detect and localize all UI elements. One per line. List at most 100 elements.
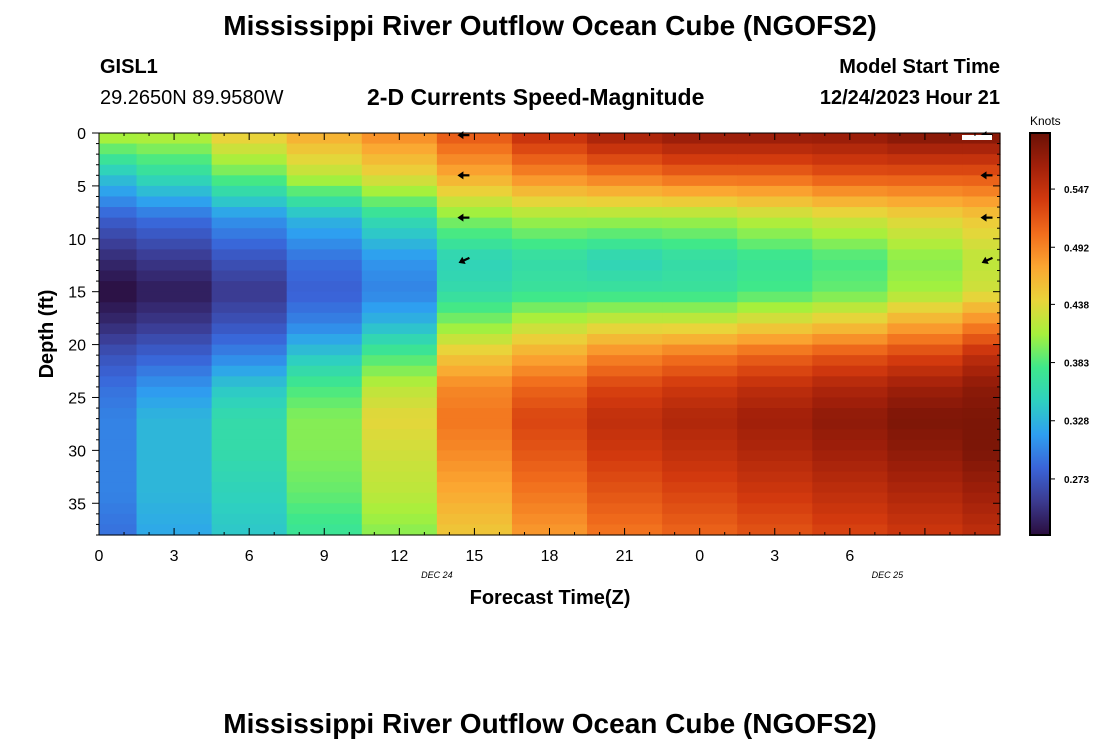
heatmap-cell <box>662 365 738 377</box>
heatmap-cell <box>286 334 363 346</box>
heatmap-cell <box>662 513 738 526</box>
heatmap-cell <box>812 291 888 303</box>
heatmap-cell <box>136 175 213 187</box>
heatmap-cell <box>662 397 738 409</box>
heatmap-cell <box>99 344 138 356</box>
heatmap-cell <box>662 249 738 261</box>
heatmap-cell <box>587 185 663 198</box>
heatmap-cell <box>286 259 363 272</box>
model-start-value: 12/24/2023 Hour 21 <box>819 87 1000 109</box>
heatmap-cell <box>587 418 663 430</box>
current-arrow-head <box>981 256 989 264</box>
heatmap-cell <box>136 460 213 473</box>
heatmap-cell <box>662 207 738 219</box>
heatmap-cell <box>361 259 438 272</box>
heatmap-cell <box>211 450 288 462</box>
heatmap-cell <box>737 482 813 494</box>
heatmap-cell <box>436 492 513 504</box>
heatmap-cell <box>361 217 438 229</box>
heatmap-cell <box>737 217 813 229</box>
heatmap-cell <box>99 259 138 272</box>
heatmap-cell <box>662 450 738 462</box>
colorbar-tick-label: 0.273 <box>1064 475 1089 486</box>
heatmap-cell <box>662 344 738 356</box>
heatmap-cell <box>361 249 438 261</box>
heatmap-cell <box>99 418 138 430</box>
heatmap-cell <box>737 175 813 187</box>
heatmap-cell <box>286 249 363 261</box>
heatmap-cell <box>887 482 964 494</box>
heatmap-cell <box>737 376 813 388</box>
heatmap-cell <box>99 154 138 166</box>
heatmap-cell <box>211 228 288 240</box>
heatmap-cell <box>962 439 1001 451</box>
heatmap-cell <box>662 460 738 473</box>
heatmap-cell <box>812 429 888 441</box>
heatmap-cell <box>511 228 588 240</box>
colorbar-tick-label: 0.328 <box>1064 417 1089 428</box>
heatmap-cell <box>286 439 363 451</box>
heatmap-cell <box>211 397 288 409</box>
heatmap-cell <box>211 207 288 219</box>
heatmap-cell <box>136 270 213 282</box>
heatmap-cell <box>812 376 888 388</box>
heatmap-cell <box>361 513 438 526</box>
heatmap-cell <box>812 270 888 282</box>
heatmap-cell <box>361 207 438 219</box>
heatmap-cell <box>286 302 363 314</box>
heatmap-cell <box>511 365 588 377</box>
y-tick-labels: 0 5 10 15 20 25 30 35 <box>68 126 86 513</box>
heatmap-cell <box>286 429 363 441</box>
heatmap-cell <box>436 386 513 399</box>
heatmap-cell <box>286 471 363 483</box>
x-tick-labels: 0 3 6 9 12 15 18 21 0 3 6 <box>95 548 855 565</box>
heatmap-cell <box>812 503 888 515</box>
heatmap-cell <box>662 503 738 515</box>
heatmap-cell <box>812 323 888 335</box>
heatmap-cell <box>286 418 363 430</box>
heatmap-cell <box>436 344 513 356</box>
heatmap-cell <box>962 397 1001 409</box>
heatmap-cell <box>887 259 964 272</box>
heatmap-cell <box>99 164 138 176</box>
heatmap-cell <box>286 344 363 356</box>
heatmap-cell <box>99 513 138 526</box>
heatmap-cell <box>887 185 964 198</box>
heatmap-cell <box>211 154 288 166</box>
heatmap-cell <box>737 143 813 155</box>
heatmap-cell <box>737 439 813 451</box>
x-tick-label: 6 <box>245 548 254 565</box>
heatmap-cell <box>887 386 964 399</box>
heatmap-cell <box>887 154 964 166</box>
heatmap-cell <box>211 164 288 176</box>
heatmap-cell <box>436 408 513 420</box>
heatmap-cell <box>812 281 888 293</box>
heatmap-cell <box>962 503 1001 515</box>
heatmap-cell <box>737 228 813 240</box>
heatmap-cell <box>587 249 663 261</box>
colorbar-tick-label: 0.547 <box>1064 185 1089 196</box>
heatmap-cell <box>436 482 513 494</box>
heatmap-cell <box>737 365 813 377</box>
heatmap-cell <box>587 281 663 293</box>
heatmap-cell <box>211 238 288 250</box>
heatmap-cell <box>587 482 663 494</box>
heatmap-cell <box>737 312 813 325</box>
heatmap-cell <box>587 238 663 250</box>
heatmap-cell <box>887 429 964 441</box>
heatmap-cell <box>211 270 288 282</box>
heatmap-cell <box>361 196 438 208</box>
heatmap-cell <box>136 492 213 504</box>
heatmap-cell <box>887 439 964 451</box>
heatmap-cell <box>737 397 813 409</box>
heatmap-cell <box>99 323 138 335</box>
heatmap-cell <box>662 238 738 250</box>
heatmap-cell <box>99 270 138 282</box>
heatmap-cell <box>737 207 813 219</box>
heatmap-cell <box>737 460 813 473</box>
heatmap-cell <box>136 386 213 399</box>
heatmap-cell <box>361 418 438 430</box>
heatmap-cell <box>211 460 288 473</box>
heatmap-cell <box>211 439 288 451</box>
